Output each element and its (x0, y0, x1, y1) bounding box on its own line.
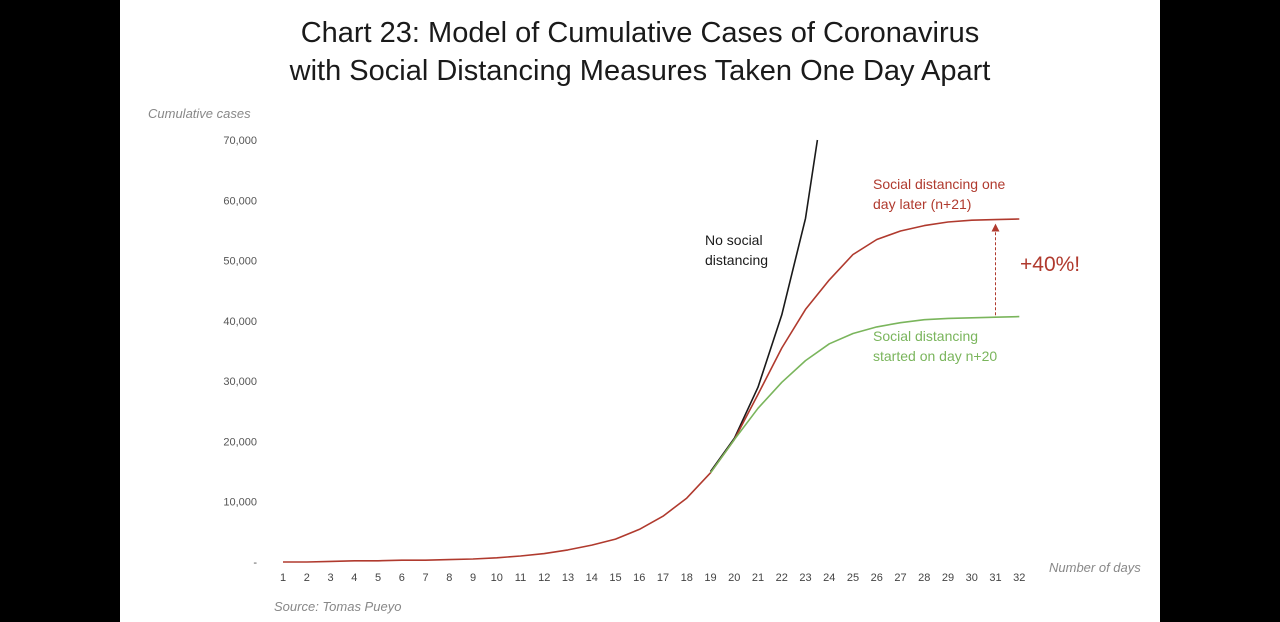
x-tick-label: 7 (422, 572, 428, 584)
y-axis-title: Cumulative cases (148, 106, 251, 121)
annotation-started-day-20: Social distancing started on day n+20 (873, 328, 997, 364)
annotation-one-day-later: Social distancing one day later (n+21) (873, 176, 1009, 212)
x-tick-label: 13 (562, 572, 574, 584)
y-tick-label: 30,000 (223, 376, 257, 388)
series-line-one-day-later (283, 218, 1020, 563)
x-tick-label: 32 (1013, 572, 1025, 584)
y-tick-label: 40,000 (223, 316, 257, 328)
y-tick-label: - (253, 557, 257, 569)
y-tick-label: 20,000 (223, 436, 257, 448)
y-axis-ticks: - 10,000 20,000 30,000 40,000 50,000 60,000 70,… (223, 135, 257, 569)
y-tick-label: 50,000 (223, 256, 257, 268)
y-tick-label: 60,000 (223, 195, 257, 207)
x-tick-label: 3 (327, 572, 333, 584)
x-tick-label: 17 (657, 572, 669, 584)
x-tick-label: 20 (728, 572, 740, 584)
chart-title: Chart 23: Model of Cumulative Cases of C… (120, 14, 1160, 90)
increase-label: +40%! (1020, 253, 1080, 276)
series-line-no-distancing (709, 139, 819, 473)
x-tick-label: 2 (304, 572, 310, 584)
source-note: Source: Tomas Pueyo (274, 599, 401, 614)
x-tick-label: 18 (681, 572, 693, 584)
x-tick-label: 9 (470, 572, 476, 584)
series-line-started-day-20 (709, 315, 1020, 474)
x-tick-label: 25 (847, 572, 859, 584)
slide: Chart 23: Model of Cumulative Cases of C… (120, 0, 1160, 622)
y-tick-label: 10,000 (223, 497, 257, 509)
x-tick-label: 12 (538, 572, 550, 584)
x-axis-ticks: 1 2 3 4 5 6 7 8 9 10 11 12 13 14 15 16 17 18 19 20 21 22 23 24 2… (280, 572, 1025, 584)
y-tick-label: 70,000 (223, 135, 257, 147)
x-tick-label: 31 (989, 572, 1001, 584)
x-tick-label: 23 (799, 572, 811, 584)
annotation-no-distancing: No social distancing (705, 232, 768, 268)
x-tick-label: 1 (280, 572, 286, 584)
x-tick-label: 30 (966, 572, 978, 584)
x-tick-label: 19 (704, 572, 716, 584)
chart-title-line-1: Chart 23: Model of Cumulative Cases of C… (300, 17, 980, 49)
series-lines (283, 139, 1020, 563)
x-tick-label: 11 (515, 572, 526, 584)
x-tick-label: 22 (776, 572, 788, 584)
x-tick-label: 26 (871, 572, 883, 584)
x-axis-title: Number of days (1049, 560, 1141, 575)
x-tick-label: 4 (351, 572, 357, 584)
x-tick-label: 15 (609, 572, 621, 584)
chart-title-line-2: with Social Distancing Measures Taken On… (289, 55, 991, 87)
x-tick-label: 24 (823, 572, 835, 584)
x-tick-label: 16 (633, 572, 645, 584)
x-tick-label: 8 (446, 572, 452, 584)
x-tick-label: 5 (375, 572, 381, 584)
x-tick-label: 6 (399, 572, 405, 584)
x-tick-label: 28 (918, 572, 930, 584)
x-tick-label: 10 (491, 572, 503, 584)
x-tick-label: 27 (894, 572, 906, 584)
x-tick-label: 29 (942, 572, 954, 584)
x-tick-label: 21 (752, 572, 764, 584)
x-tick-label: 14 (586, 572, 598, 584)
